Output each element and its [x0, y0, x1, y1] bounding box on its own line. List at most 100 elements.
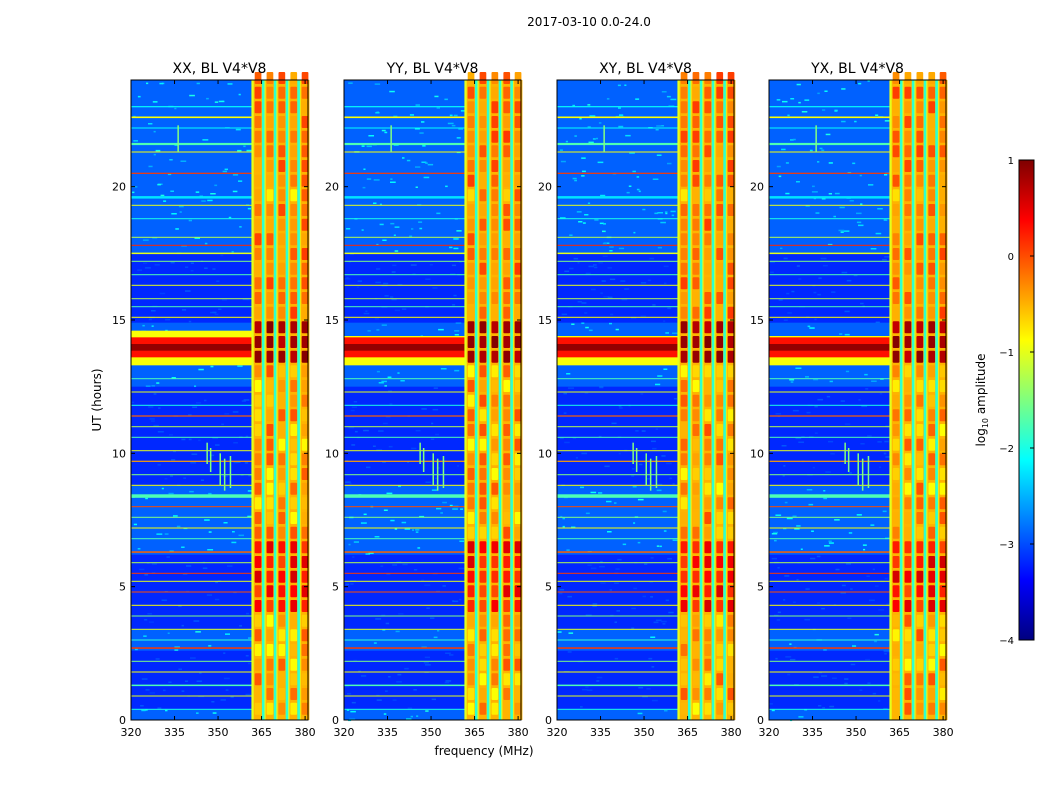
rfi-line [131, 151, 308, 153]
noise-speck [572, 104, 575, 107]
y-tick-label: 20 [112, 181, 126, 194]
band-blob [939, 292, 947, 304]
band-blob [254, 497, 262, 510]
band-blob [479, 204, 487, 216]
band-blob [467, 262, 475, 275]
band-blob [704, 556, 712, 568]
band-blob [904, 585, 912, 598]
band-blob [290, 556, 298, 568]
noise-speck [366, 178, 372, 180]
band-blob [928, 614, 936, 627]
rfi-spike [867, 456, 870, 488]
noise-speck [393, 115, 398, 118]
band-blob [290, 380, 298, 392]
band-blob [479, 482, 487, 495]
rfi-line [344, 436, 521, 438]
band-blob [491, 468, 499, 480]
noise-speck [870, 248, 877, 250]
band-blob [727, 468, 735, 480]
noise-speck [366, 145, 372, 148]
band-blob [514, 101, 522, 114]
band-blob [704, 424, 712, 436]
band-blob [514, 438, 522, 451]
rfi-line [344, 639, 521, 641]
noise-speck [771, 709, 775, 712]
band-blob [892, 174, 900, 187]
noise-speck [227, 83, 233, 85]
band-blob [704, 629, 712, 642]
noise-speck [421, 121, 425, 123]
band-blob [716, 204, 724, 216]
band-blob [514, 262, 522, 275]
noise-speck [198, 368, 204, 371]
band-blob [928, 570, 936, 583]
noise-speck [599, 222, 604, 225]
band-blob [254, 673, 262, 686]
noise-speck [859, 174, 862, 177]
noise-speck [417, 547, 421, 549]
band-blob [254, 292, 262, 304]
band-blob [491, 702, 499, 715]
rfi-line [769, 615, 946, 617]
noise-speck [376, 243, 379, 246]
band-blob [254, 189, 262, 202]
noise-speck [664, 710, 668, 712]
noise-speck [606, 500, 612, 503]
noise-speck [638, 190, 641, 193]
band-blob [680, 570, 688, 583]
band-blob [514, 409, 522, 422]
band-blob [301, 541, 309, 554]
band-blob [727, 365, 735, 378]
rfi-line [769, 591, 946, 593]
noise-speck [571, 526, 576, 528]
noise-speck [786, 517, 793, 520]
band-blob [290, 468, 298, 480]
band-blob [928, 585, 936, 598]
band-blob [254, 145, 262, 158]
band-blob [514, 541, 522, 554]
band-blob [904, 629, 912, 642]
band-blob [680, 688, 688, 700]
rfi-line [131, 298, 308, 300]
band-blob [301, 380, 309, 392]
band-blob [916, 262, 924, 275]
band-blob [928, 702, 936, 715]
noise-speck [210, 193, 216, 195]
band-blob [916, 629, 924, 642]
rfi-line [344, 316, 521, 318]
noise-speck [798, 716, 804, 718]
band-blob [716, 658, 724, 671]
band-blob [503, 556, 511, 568]
band-blob [290, 688, 298, 700]
noise-speck [884, 120, 891, 122]
band-blob [727, 570, 735, 583]
band-blob [704, 688, 712, 700]
band-blob [727, 204, 735, 216]
band-blob [514, 336, 522, 348]
band-blob [692, 116, 700, 128]
noise-speck [381, 380, 387, 383]
band-blob [939, 409, 947, 422]
band-blob [266, 688, 274, 700]
band-blob [503, 262, 511, 275]
noise-speck [454, 369, 460, 372]
high-band [464, 72, 523, 720]
noise-speck [863, 548, 866, 551]
band-blob [301, 468, 309, 480]
noise-speck [155, 149, 161, 152]
band-blob [290, 585, 298, 598]
band-blob [680, 189, 688, 202]
band-blob [704, 306, 712, 319]
noise-speck [442, 501, 447, 504]
y-axis-label: UT (hours) [90, 368, 104, 431]
band-blob [467, 556, 475, 568]
band-blob [503, 482, 511, 495]
noise-speck [784, 501, 788, 504]
noise-speck [453, 238, 459, 240]
rfi-line [131, 506, 308, 508]
noise-speck [374, 536, 380, 538]
rfi-line [769, 538, 946, 540]
band-blob [727, 600, 735, 612]
band-blob [704, 541, 712, 554]
